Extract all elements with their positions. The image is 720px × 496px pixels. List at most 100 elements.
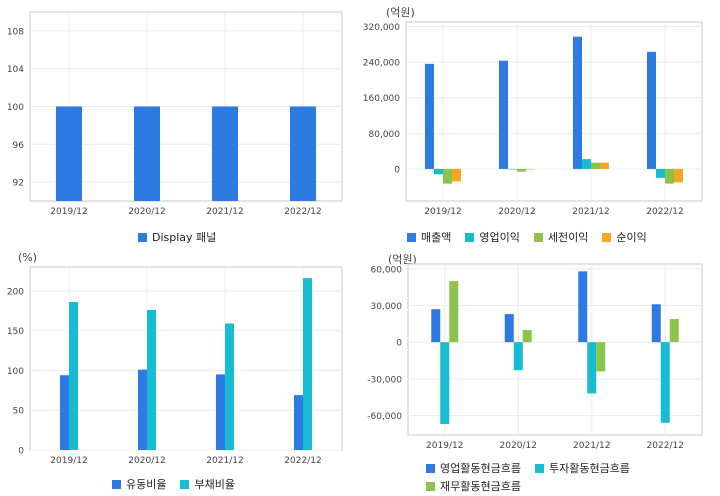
plot-area	[29, 266, 343, 451]
y-tick-label: 0	[18, 447, 24, 457]
bar-4-2021-12	[600, 162, 609, 169]
bar-1-2021-12	[573, 36, 582, 169]
legend-swatch	[180, 479, 190, 489]
legend-item: 순이익	[602, 229, 647, 245]
x-tick-label: 2021/12	[573, 441, 610, 451]
chart-panel-ratios: (%) 0 50 100 150 200 2019/12 2020/12 2021/12 202…	[0, 248, 360, 496]
bar-1-2019-12	[60, 375, 69, 450]
legend-label: 세전이익	[547, 231, 589, 244]
legend-swatch	[426, 481, 435, 491]
bar-1-2020-12	[134, 106, 160, 201]
legend-label: Display 패널	[152, 231, 217, 244]
legend-label: 투자활동현금흐름	[548, 462, 630, 475]
legend-label: 재무활동현금흐름	[440, 480, 521, 493]
y-tick-label: 100	[7, 103, 24, 113]
unit-label-income: (억원)	[386, 6, 415, 19]
x-tick-label: 2020/12	[128, 456, 165, 466]
y-tick-label: -60,000	[367, 412, 402, 422]
y-tick-label: 320,000	[363, 23, 400, 33]
x-tick-label: 2022/12	[284, 456, 321, 466]
bar-1-2021-12	[578, 271, 588, 343]
y-tick-label: 240,000	[363, 59, 400, 69]
legend-label: 매출액	[421, 231, 452, 244]
bar-1-2020-12	[138, 369, 147, 450]
legend-item: 영업이익	[465, 229, 520, 245]
legend-swatch	[407, 232, 416, 242]
chart-cashflow: -60,000 -30,000 0 30,000 60,000 2019/12 2020/1…	[367, 263, 703, 451]
x-tick-label: 2022/12	[284, 207, 321, 217]
legend-label: 영업이익	[479, 231, 520, 244]
legend-item: 재무활동현금흐름	[426, 478, 521, 494]
bar-1-2019-12	[431, 309, 441, 343]
chart-panel-cashflow: (억원) -60,000 -30,000 0 30,000 60,000 2019/12 2…	[360, 248, 720, 496]
y-tick-label: 96	[13, 141, 25, 151]
legend-swatch	[112, 479, 121, 489]
chart-panel-income: (억원) 0 80,000 160,000 240,000 320,000 2019/12…	[360, 0, 720, 248]
legend-label: 순이익	[616, 231, 647, 244]
x-tick-label: 2019/12	[426, 441, 463, 451]
legend-swatch	[533, 232, 543, 242]
x-tick-label: 2019/12	[424, 207, 461, 217]
y-tick-label: 100	[7, 367, 24, 377]
bar-1-2019-12	[425, 63, 434, 169]
bar-3-2020-12	[522, 329, 532, 343]
bar-2-2022-12	[660, 342, 670, 423]
legend-label: 부채비율	[194, 478, 235, 491]
legend-label: 영업활동현금흐름	[440, 462, 521, 475]
bar-1-2021-12	[212, 106, 238, 201]
unit-label-cashflow: (억원)	[388, 253, 417, 266]
x-tick-label: 2022/12	[646, 207, 683, 217]
legend-label: 유동비율	[126, 478, 167, 491]
bar-3-2019-12	[443, 168, 452, 184]
bar-1-2022-12	[651, 304, 661, 343]
y-tick-label: 108	[7, 27, 24, 37]
legend-swatch	[534, 463, 544, 473]
bar-3-2020-12	[517, 168, 526, 172]
bar-2-2019-12	[69, 302, 78, 450]
x-tick-label: 2019/12	[50, 207, 87, 217]
bar-3-2021-12	[591, 162, 600, 169]
legend-item: 영업활동현금흐름	[426, 460, 521, 476]
x-tick-label: 2020/12	[498, 207, 535, 217]
bar-1-2022-12	[647, 51, 656, 169]
bar-1-2022-12	[294, 395, 303, 450]
bar-2-2022-12	[656, 168, 665, 178]
y-tick-label: 150	[7, 327, 24, 337]
bar-2-2019-12	[434, 168, 443, 175]
y-tick-label: -30,000	[367, 375, 402, 385]
legend-item: 투자활동현금흐름	[534, 460, 630, 476]
y-tick-label: 50	[13, 407, 25, 417]
bar-3-2022-12	[669, 318, 679, 343]
bar-2-2019-12	[440, 342, 450, 425]
chart-ratios: 0 50 100 150 200 2019/12 2020/12 2021/12 2022/12	[7, 266, 343, 466]
legend-display-panel: Display 패널	[138, 229, 216, 245]
bar-1-2021-12	[216, 374, 225, 450]
bar-2-2020-12	[508, 168, 517, 170]
x-tick-label: 2020/12	[500, 441, 537, 451]
bar-2-2022-12	[303, 278, 312, 450]
y-tick-label: 200	[7, 287, 24, 297]
bar-1-2022-12	[290, 106, 316, 201]
legend-ratios: 유동비율 부채비율	[112, 476, 235, 492]
legend-item: 세전이익	[533, 229, 589, 245]
bar-1-2020-12	[499, 60, 508, 169]
bar-3-2022-12	[665, 168, 674, 184]
legend-income: 매출액 영업이익 세전이익 순이익	[407, 229, 647, 245]
x-tick-label: 2021/12	[206, 207, 243, 217]
bar-4-2022-12	[674, 168, 683, 183]
bar-3-2021-12	[596, 342, 606, 372]
y-tick-label: 0	[394, 165, 400, 175]
y-tick-label: 160,000	[363, 94, 400, 104]
bar-1-2020-12	[504, 314, 514, 343]
x-tick-label: 2021/12	[572, 207, 609, 217]
legend-swatch	[426, 463, 435, 473]
bar-2-2020-12	[513, 342, 523, 371]
y-tick-label: 30,000	[371, 302, 403, 312]
legend-swatch	[138, 232, 147, 242]
bar-4-2019-12	[452, 168, 461, 182]
legend-item: Display 패널	[138, 229, 216, 245]
chart-panel-display-panel: 92 96 100 104 108 2019/12 2020/12 2021/12 2022/1…	[0, 0, 360, 248]
y-tick-label: 92	[13, 179, 24, 189]
x-tick-label: 2022/12	[647, 441, 684, 451]
